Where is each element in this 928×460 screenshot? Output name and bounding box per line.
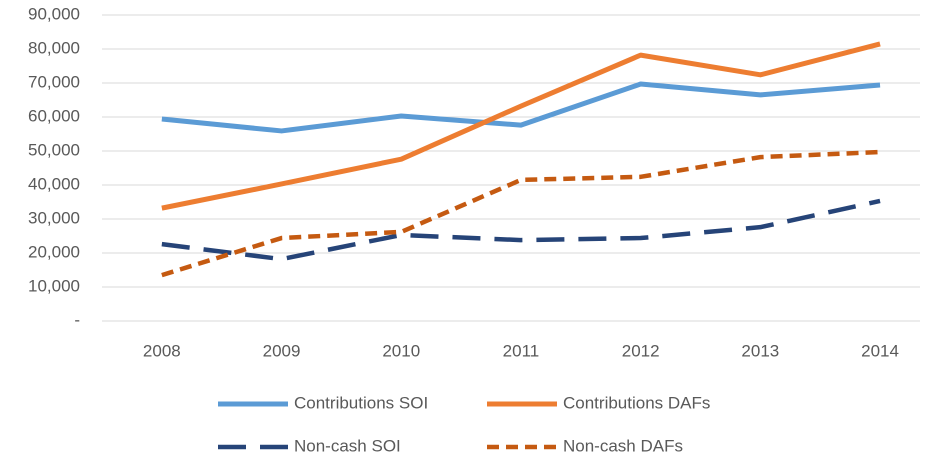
x-tick-label: 2008: [143, 341, 181, 360]
x-tick-label: 2013: [741, 341, 779, 360]
legend-label: Non-cash DAFs: [563, 436, 683, 455]
y-tick-label: 30,000: [28, 208, 80, 227]
y-tick-label: 60,000: [28, 106, 80, 125]
y-tick-label: 20,000: [28, 242, 80, 261]
series-line: [161, 198, 881, 262]
x-tick-label: 2012: [622, 341, 660, 360]
legend-label: Contributions SOI: [294, 393, 428, 412]
y-tick-label: 10,000: [28, 276, 80, 295]
legend-label: Non-cash SOI: [294, 436, 401, 455]
series-line: [161, 149, 881, 278]
x-tick-label: 2011: [503, 341, 540, 360]
y-tick-label: 80,000: [28, 38, 80, 57]
y-tick-label: 40,000: [28, 174, 80, 193]
y-tick-label: 90,000: [28, 4, 80, 23]
series-line: [161, 41, 881, 211]
y-tick-label: 50,000: [28, 140, 80, 159]
y-tick-label: 70,000: [28, 72, 80, 91]
x-tick-label: 2010: [382, 341, 420, 360]
series-line: [161, 81, 881, 134]
x-tick-label: 2014: [861, 341, 899, 360]
legend-label: Contributions DAFs: [563, 393, 710, 412]
x-tick-label: 2009: [263, 341, 301, 360]
y-tick-label: -: [74, 310, 80, 329]
